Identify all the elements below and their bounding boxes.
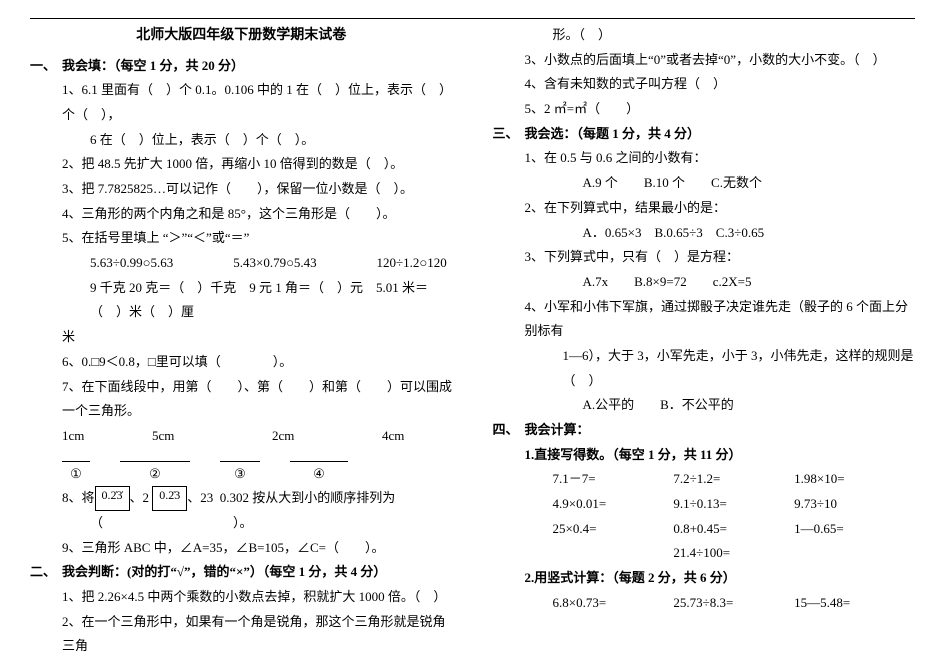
calc-row-4: 21.4÷100= (493, 541, 916, 566)
section-2-num: 二、 (30, 560, 62, 585)
q3-2-opts: A．0.65×3 B.0.65÷3 C.3÷0.65 (493, 221, 916, 246)
recurring-box-2: 0.2̇3 (152, 486, 187, 511)
q1-7-segments-labels: 1cm 5cm 2cm 4cm (30, 424, 453, 449)
calc-row-5: 6.8×0.73= 25.73÷8.3= 15—5.48= (493, 591, 916, 616)
q2-1: 1、把 2.26×4.5 中两个乘数的小数点去掉，积就扩大 1000 倍。（ ） (30, 585, 453, 610)
q1-2: 2、把 48.5 先扩大 1000 倍，再缩小 10 倍得到的数是（ ）。 (30, 152, 453, 177)
section-2-head: 我会判断：(对的打“√”，错的“×”）（每空 1 分，共 4 分） (62, 560, 386, 585)
q3-2: 2、在下列算式中，结果最小的是： (493, 196, 916, 221)
section-4-header: 四、 我会计算： (493, 418, 916, 443)
q1-8b: （ ）。 (30, 511, 453, 536)
q2-2b: 形。（ ） (493, 23, 916, 48)
q3-1-opts: A.9 个 B.10 个 C.无数个 (493, 171, 916, 196)
section-3-header: 三、 我会选：（每题 1 分，共 4 分） (493, 122, 916, 147)
q3-3-opts: A.7x B.8×9=72 c.2X=5 (493, 270, 916, 295)
q1-8: 8、将 0.2̇3̇ 、2 0.2̇3 、23 0.302 按从大到小的顺序排列… (30, 486, 453, 511)
section-1-head: 我会填：（每空 1 分，共 20 分） (62, 54, 244, 79)
recurring-box-1: 0.2̇3̇ (95, 486, 130, 511)
q1-9: 9、三角形 ABC 中，∠A=35，∠B=105，∠C=（ ）。 (30, 536, 453, 561)
section-1-header: 一、 我会填：（每空 1 分，共 20 分） (30, 54, 453, 79)
q3-4: 4、小军和小伟下军旗，通过掷骰子决定谁先走（骰子的 6 个面上分别标有 (493, 295, 916, 344)
q3-4b: 1—6），大于 3，小军先走，小于 3，小伟先走，这样的规则是（ ） (493, 344, 916, 393)
section-4-head: 我会计算： (525, 418, 590, 443)
section-4-num: 四、 (493, 418, 525, 443)
section-3-num: 三、 (493, 122, 525, 147)
q3-4-opts: A.公平的 B．不公平的 (493, 393, 916, 418)
q2-5: 5、2 ㎡=㎡（ ） (493, 97, 916, 122)
q1-5-row1: 5.63÷0.99○5.63 5.43×0.79○5.43 120÷1.2○12… (30, 251, 453, 276)
q2-2: 2、在一个三角形中，如果有一个角是锐角，那这个三角形就是锐角三角 (30, 610, 453, 659)
top-rule (30, 18, 915, 19)
q1-5: 5、在括号里填上 “＞”“＜”或“＝” (30, 226, 453, 251)
section-2-header: 二、 我会判断：(对的打“√”，错的“×”）（每空 1 分，共 4 分） (30, 560, 453, 585)
q1-5-row2: 9 千克 20 克＝（ ）千克 9 元 1 角＝（ ）元 5.01 米＝（ ）米… (30, 276, 453, 325)
q2-3: 3、小数点的后面填上“0”或者去掉“0”，小数的大小不变。（ ） (493, 48, 916, 73)
section-3-head: 我会选：（每题 1 分，共 4 分） (525, 122, 701, 147)
calc-row-2: 4.9×0.01= 9.1÷0.13= 9.73÷10 (493, 492, 916, 517)
q1-7-segments: ① ② ③ ④ (30, 459, 453, 487)
calc-row-3: 25×0.4= 0.8+0.45= 1—0.65= (493, 517, 916, 542)
q4-t2: 2.用竖式计算：（每题 2 分，共 6 分） (493, 566, 916, 591)
q1-1b: 6 在（ ）位上，表示（ ）个（ ）。 (30, 128, 453, 153)
q1-5-row3: 米 (30, 325, 453, 350)
section-1-num: 一、 (30, 54, 62, 79)
q3-1: 1、在 0.5 与 0.6 之间的小数有： (493, 146, 916, 171)
q1-4: 4、三角形的两个内角之和是 85°，这个三角形是（ ）。 (30, 202, 453, 227)
q4-t1: 1.直接写得数。（每空 1 分，共 11 分） (493, 443, 916, 468)
q1-6: 6、0.□9＜0.8，□里可以填（ ）。 (30, 350, 453, 375)
q1-3: 3、把 7.7825825…可以记作（ ），保留一位小数是（ ）。 (30, 177, 453, 202)
q1-1: 1、6.1 里面有（ ）个 0.1。0.106 中的 1 在（ ）位上，表示（ … (30, 78, 453, 127)
q3-3: 3、下列算式中，只有（ ）是方程： (493, 245, 916, 270)
exam-title: 北师大版四年级下册数学期末试卷 (30, 23, 453, 50)
q2-4: 4、含有未知数的式子叫方程（ ） (493, 72, 916, 97)
calc-row-1: 7.1－7= 7.2÷1.2= 1.98×10= (493, 467, 916, 492)
q1-7: 7、在下面线段中，用第（ ）、第（ ）和第（ ）可以围成一个三角形。 (30, 375, 453, 424)
